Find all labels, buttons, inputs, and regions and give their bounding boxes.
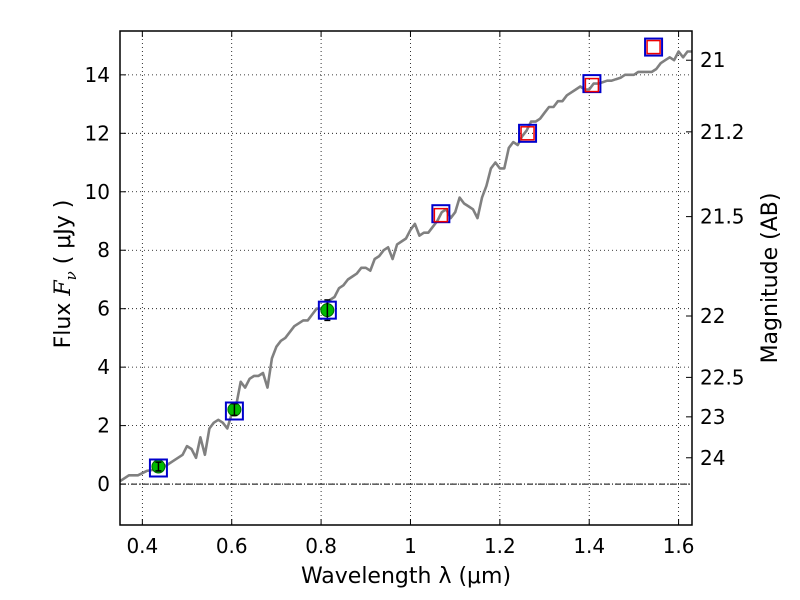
y2-tick-label: 21 — [700, 48, 725, 72]
y-axis-label-symbol: F — [51, 280, 76, 297]
model-spectrum-line — [119, 50, 692, 483]
upper-limit-square — [520, 126, 535, 141]
y-axis-label-prefix: Flux — [51, 296, 76, 349]
x-tick-label: 0.6 — [216, 534, 248, 558]
x-tick-label: 0.4 — [126, 534, 158, 558]
y-tick-label: 8 — [97, 238, 110, 262]
y2-tick-label: 21.2 — [700, 120, 745, 144]
y-axis-label-subscript: ν — [62, 271, 80, 280]
axis-ticks — [120, 31, 692, 525]
model-photometry-square — [317, 300, 337, 320]
y2-tick-label: 21.5 — [700, 205, 745, 229]
upper-limit-square — [433, 207, 449, 223]
upper-limit-square — [584, 77, 600, 93]
x-tick-label: 1 — [404, 534, 417, 558]
y-axis-label-suffix: ( μJy ) — [51, 200, 76, 272]
x-axis-label: Wavelength λ (μm) — [301, 564, 511, 589]
x-tick-label: 1.4 — [573, 534, 605, 558]
x-tick-label: 1.2 — [484, 534, 516, 558]
x-tick-label: 1.6 — [663, 534, 695, 558]
model-photometry-square — [644, 37, 664, 57]
y-tick-label: 0 — [97, 472, 110, 496]
model-photometry-square — [518, 123, 538, 143]
y2-tick-label: 24 — [700, 446, 725, 470]
y2-tick-label: 23 — [700, 405, 725, 429]
y2-tick-label: 22.5 — [700, 365, 745, 389]
tick-labels: 0.4 0.6 0.8 1 1.2 1.4 1.6024681012142121.221.5… — [85, 48, 745, 558]
upper-limit-square — [646, 39, 661, 55]
photometry-points — [148, 37, 664, 478]
model-photometry-square — [224, 401, 244, 421]
y-axis-label: Flux Fν ( μJy ) — [51, 200, 80, 349]
y-tick-label: 2 — [97, 414, 110, 438]
y2-tick-label: 22 — [700, 304, 725, 328]
x-tick-label: 0.8 — [305, 534, 337, 558]
y-tick-label: 14 — [85, 63, 110, 87]
y2-axis-label: Magnitude (AB) — [758, 193, 783, 364]
y-tick-label: 6 — [97, 297, 110, 321]
y-tick-label: 4 — [97, 355, 110, 379]
model-photometry-square — [148, 458, 168, 478]
y-tick-label: 12 — [85, 121, 110, 145]
y-tick-label: 10 — [85, 180, 110, 204]
plot-frame — [119, 30, 693, 526]
